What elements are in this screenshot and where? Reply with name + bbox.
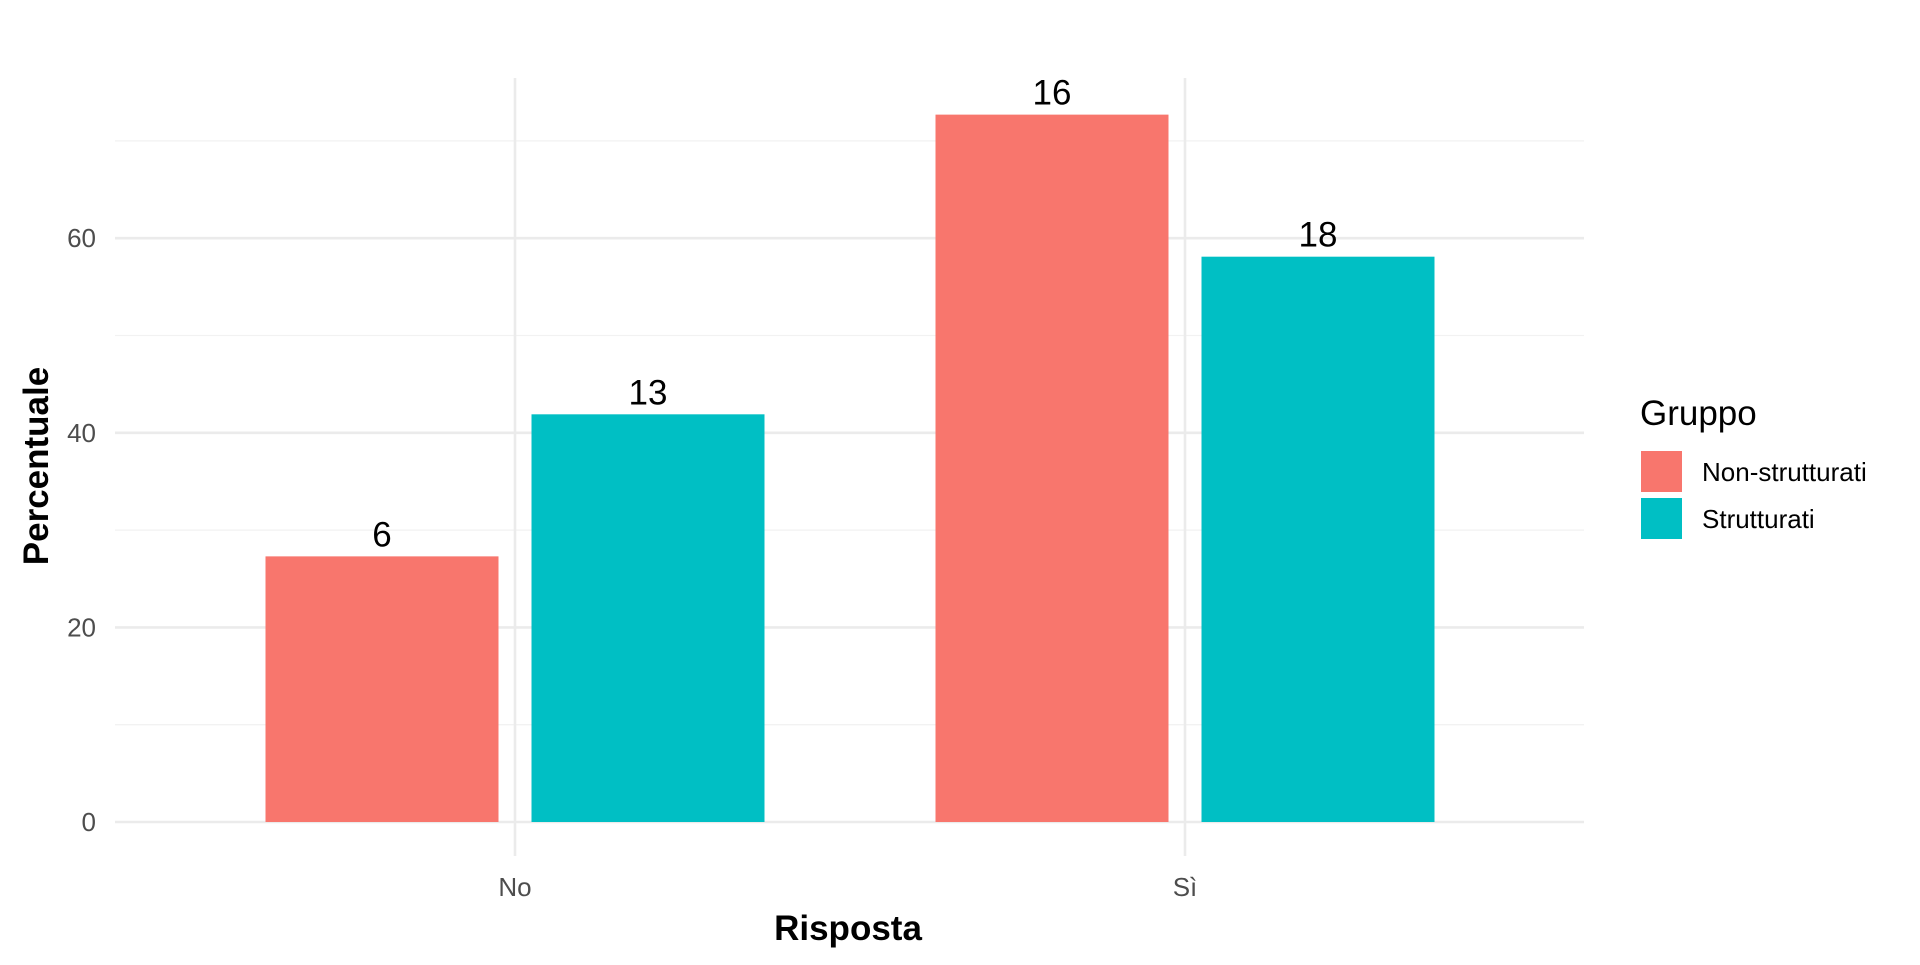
x-axis-title: Risposta — [774, 909, 922, 948]
y-tick-label: 0 — [82, 807, 96, 837]
bar — [1201, 256, 1435, 822]
bar — [265, 556, 499, 822]
y-tick-label: 60 — [67, 223, 96, 253]
x-tick-label: Sì — [1173, 872, 1198, 902]
legend-label: Non-strutturati — [1702, 457, 1867, 487]
legend-key — [1641, 451, 1682, 492]
data-label: 18 — [1299, 216, 1338, 255]
y-tick-label: 40 — [67, 418, 96, 448]
bar — [531, 414, 765, 822]
y-axis-title: Percentuale — [17, 367, 56, 565]
bar — [935, 114, 1169, 822]
data-label: 16 — [1033, 74, 1072, 113]
y-tick-label: 20 — [67, 612, 96, 642]
legend-title: Gruppo — [1640, 394, 1757, 433]
data-label: 13 — [629, 373, 668, 412]
data-labels: 6 13 16 18 — [372, 74, 1337, 555]
legend-label: Strutturati — [1702, 504, 1815, 534]
legend: Gruppo Non-strutturati Strutturati — [1640, 394, 1867, 539]
axes: 0 20 40 60 No Sì — [67, 223, 1197, 902]
x-tick-label: No — [498, 872, 531, 902]
data-label: 6 — [372, 515, 391, 554]
bars — [265, 114, 1435, 822]
legend-key — [1641, 498, 1682, 539]
